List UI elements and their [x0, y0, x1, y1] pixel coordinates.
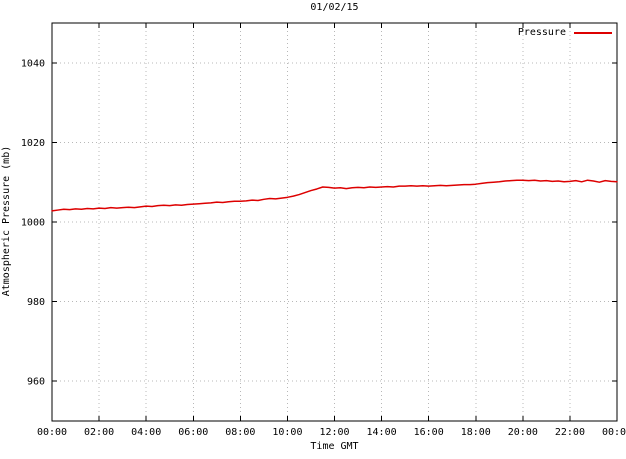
y-tick-label: 980	[27, 297, 45, 308]
x-tick-label: 00:00	[37, 427, 67, 438]
y-axis-label: Atmospheric Pressure (mb)	[1, 145, 12, 297]
x-axis-label: Time GMT	[310, 441, 359, 452]
x-tick-label: 08:00	[225, 427, 255, 438]
x-tick-label: 14:00	[367, 427, 397, 438]
x-tick-label: 10:00	[272, 427, 302, 438]
x-tick-label: 18:00	[461, 427, 491, 438]
y-tick-label: 960	[27, 377, 45, 388]
legend-series-label: Pressure	[517, 27, 566, 38]
x-tick-label: 22:00	[555, 427, 585, 438]
x-tick-label: 04:00	[131, 427, 161, 438]
x-tick-label: 02:00	[84, 427, 114, 438]
x-tick-label: 00:00	[602, 427, 626, 438]
y-tick-label: 1000	[21, 218, 45, 229]
x-tick-label: 12:00	[319, 427, 349, 438]
y-tick-label: 1040	[21, 58, 45, 69]
x-tick-label: 06:00	[178, 427, 208, 438]
legend-line-sample	[574, 31, 612, 34]
chart-title: 01/02/15	[310, 2, 359, 13]
y-tick-label: 1020	[21, 138, 45, 149]
x-tick-label: 20:00	[508, 427, 538, 438]
legend: Pressure	[518, 27, 612, 38]
x-tick-label: 16:00	[414, 427, 444, 438]
pressure-series-line	[51, 179, 618, 212]
